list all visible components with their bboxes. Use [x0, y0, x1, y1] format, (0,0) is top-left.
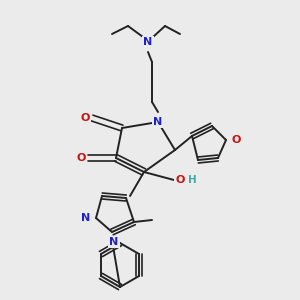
Text: O: O: [76, 153, 86, 163]
Text: N: N: [110, 237, 118, 247]
Text: N: N: [143, 37, 153, 47]
Text: H: H: [188, 175, 196, 185]
Text: N: N: [153, 117, 163, 127]
Text: N: N: [81, 213, 91, 223]
Text: O: O: [80, 113, 90, 123]
Text: O: O: [175, 175, 185, 185]
Text: O: O: [231, 135, 241, 145]
